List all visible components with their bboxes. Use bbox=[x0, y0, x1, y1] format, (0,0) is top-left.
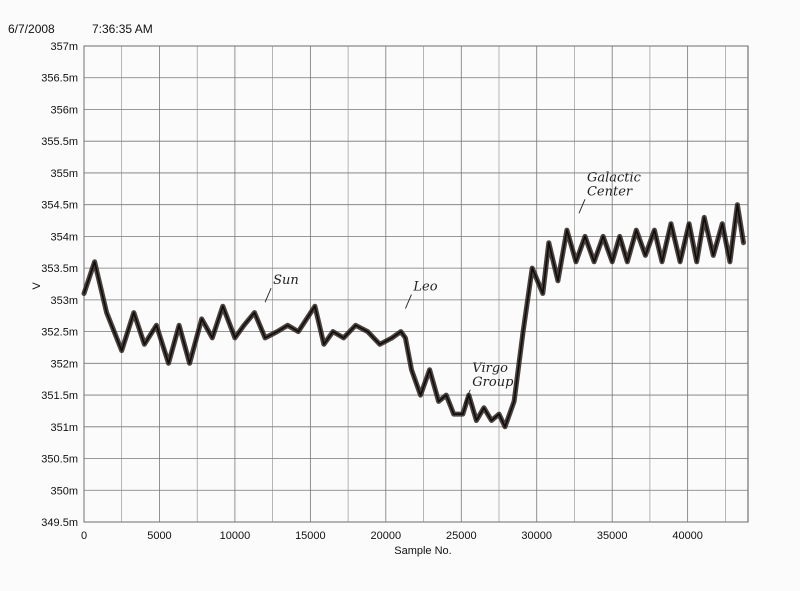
x-tick-label: 10000 bbox=[220, 530, 251, 542]
y-tick-label: 351m bbox=[50, 422, 78, 434]
x-tick-label: 40000 bbox=[672, 530, 703, 542]
x-axis-label: Sample No. bbox=[394, 545, 451, 557]
series-band bbox=[81, 202, 746, 430]
x-tick-label: 25000 bbox=[446, 530, 477, 542]
chart-series bbox=[81, 202, 746, 430]
x-tick-label: 0 bbox=[81, 530, 87, 542]
y-tick-label: 353m bbox=[50, 295, 78, 307]
annotation-pointer bbox=[463, 389, 471, 404]
annotation-label: Virgo Group bbox=[472, 361, 514, 390]
chart-tick-labels: 349.5m 350m 350.5m 351m 351.5m 352m 352.5m 353m… bbox=[41, 41, 703, 542]
y-tick-label: 352m bbox=[50, 358, 78, 370]
annotation-line: Galactic bbox=[587, 170, 642, 185]
annotation-line: Virgo bbox=[472, 361, 508, 376]
y-tick-label: 350m bbox=[50, 485, 78, 497]
y-tick-label: 356m bbox=[50, 104, 78, 116]
annotation-pointer bbox=[264, 288, 272, 303]
x-tick-label: 35000 bbox=[597, 530, 628, 542]
y-tick-label: 351.5m bbox=[41, 390, 78, 402]
chart-grid bbox=[83, 45, 749, 523]
annotation-pointer bbox=[578, 199, 586, 214]
x-tick-label: 30000 bbox=[521, 530, 552, 542]
y-tick-label: 354m bbox=[50, 231, 78, 243]
print-date: 6/7/2008 bbox=[8, 22, 55, 36]
y-axis-label: V bbox=[31, 282, 43, 290]
x-tick-label: 5000 bbox=[147, 530, 171, 542]
y-tick-label: 353.5m bbox=[41, 263, 78, 275]
x-tick-label: 20000 bbox=[371, 530, 402, 542]
y-tick-label: 354.5m bbox=[41, 200, 78, 212]
y-tick-label: 357m bbox=[50, 41, 78, 53]
y-tick-label: 349.5m bbox=[41, 517, 78, 529]
y-tick-label: 356.5m bbox=[41, 73, 78, 85]
annotation-label: Sun bbox=[273, 273, 299, 288]
annotation-line: Sun bbox=[273, 273, 299, 288]
annotation-line: Group bbox=[472, 375, 514, 390]
annotation-label: Leo bbox=[412, 280, 437, 295]
y-tick-label: 355.5m bbox=[41, 136, 78, 148]
annotation-line: Leo bbox=[412, 280, 437, 295]
y-tick-label: 352.5m bbox=[41, 327, 78, 339]
series-line bbox=[83, 203, 745, 428]
y-tick-label: 355m bbox=[50, 168, 78, 180]
y-tick-label: 350.5m bbox=[41, 454, 78, 466]
annotation-pointer bbox=[405, 294, 412, 309]
chart-annotations: Sun Leo Virgo Group Galactic Center bbox=[264, 170, 642, 404]
x-tick-label: 15000 bbox=[295, 530, 326, 542]
annotation-line: Center bbox=[587, 184, 633, 199]
annotation-label: Galactic Center bbox=[587, 170, 642, 199]
print-time: 7:36:35 AM bbox=[92, 22, 153, 36]
